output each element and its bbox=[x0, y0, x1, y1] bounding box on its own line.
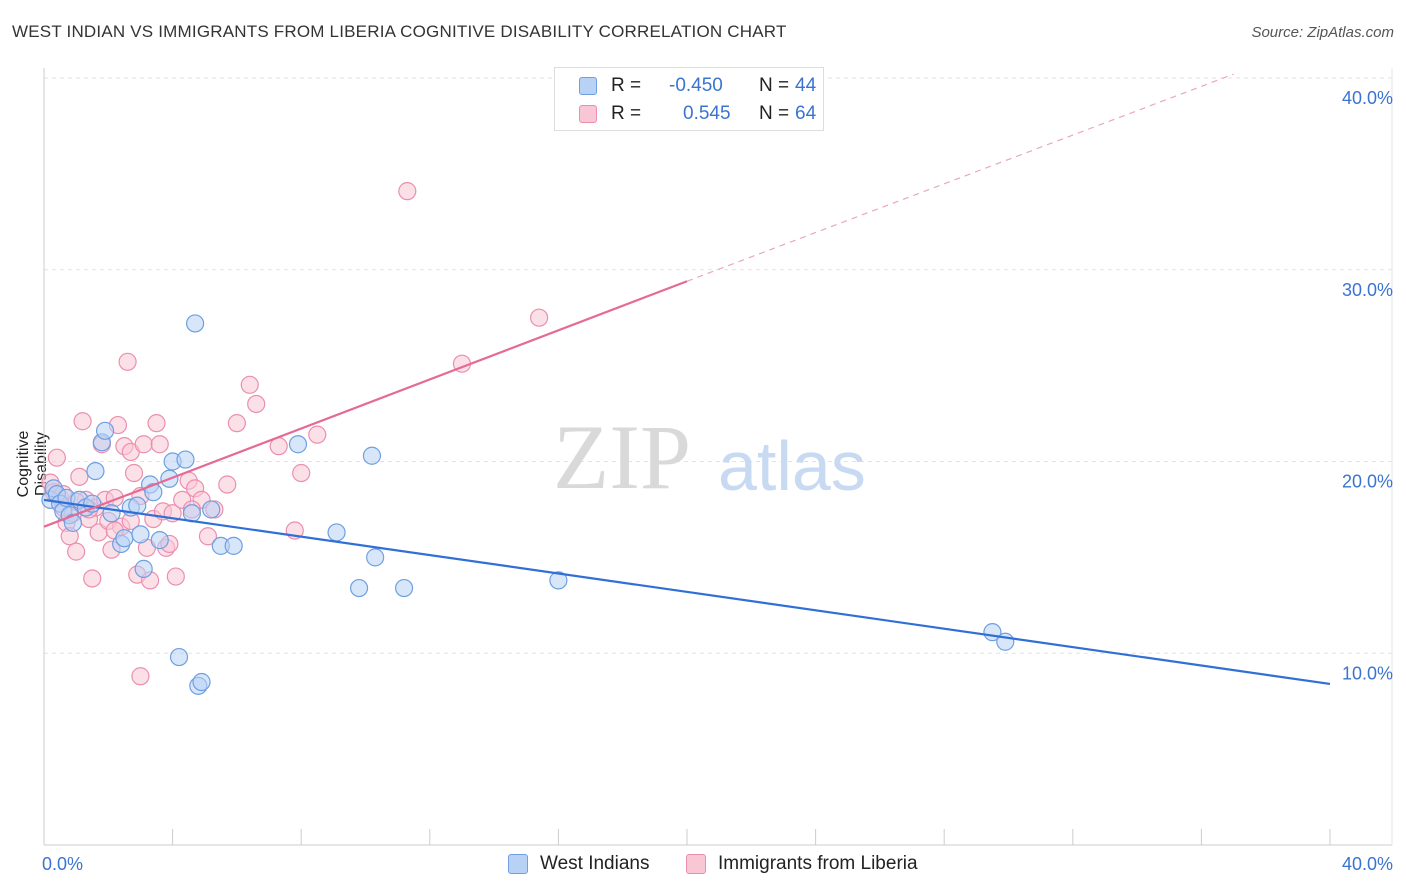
data-point bbox=[394, 578, 414, 598]
data-point bbox=[150, 531, 169, 550]
tick-labels: 10.0% 20.0% 30.0% 40.0% 0.0% 40.0% bbox=[42, 88, 1393, 874]
data-point bbox=[549, 571, 568, 590]
data-point bbox=[327, 523, 346, 542]
legend-swatch-pink bbox=[686, 854, 706, 874]
data-point bbox=[362, 446, 382, 465]
data-point bbox=[198, 527, 218, 546]
data-point bbox=[169, 647, 189, 667]
data-point bbox=[176, 450, 195, 469]
trendline-liberia bbox=[43, 280, 688, 528]
data-point bbox=[349, 578, 369, 598]
legend-swatch-blue bbox=[508, 854, 528, 874]
stats-swatch-blue bbox=[579, 77, 597, 95]
stats-n-value: 44 bbox=[795, 75, 817, 96]
data-point bbox=[308, 425, 327, 444]
data-point bbox=[67, 542, 86, 561]
data-point bbox=[131, 525, 150, 544]
data-point bbox=[134, 559, 153, 578]
data-point bbox=[86, 461, 105, 481]
y-tick-label: 30.0% bbox=[1342, 280, 1393, 300]
y-tick-label: 40.0% bbox=[1342, 88, 1393, 108]
data-point bbox=[240, 375, 259, 394]
watermark-zip: ZIP bbox=[553, 406, 691, 508]
axes bbox=[43, 68, 1393, 846]
data-point bbox=[102, 504, 121, 523]
data-point bbox=[147, 414, 166, 433]
watermark-atlas: atlas bbox=[718, 427, 866, 505]
data-point bbox=[166, 567, 185, 586]
stats-swatch-pink bbox=[579, 105, 597, 123]
stats-n-label: N = bbox=[759, 103, 790, 124]
data-point bbox=[247, 394, 266, 414]
data-point bbox=[224, 536, 243, 555]
data-point bbox=[131, 667, 150, 686]
zipatlas-watermark: ZIP atlas bbox=[553, 406, 866, 508]
data-point bbox=[530, 308, 549, 327]
chart-title: WEST INDIAN VS IMMIGRANTS FROM LIBERIA C… bbox=[12, 22, 787, 41]
x-tick-label: 0.0% bbox=[42, 854, 83, 874]
stats-r-label: R = bbox=[611, 103, 642, 124]
stats-r-label: R = bbox=[611, 75, 642, 96]
data-point bbox=[292, 463, 311, 483]
data-point bbox=[70, 467, 89, 486]
data-point bbox=[218, 475, 237, 494]
data-point bbox=[63, 513, 83, 532]
x-tick-label: 40.0% bbox=[1342, 854, 1393, 874]
data-point bbox=[202, 500, 221, 519]
data-point bbox=[47, 448, 66, 467]
grid-lines bbox=[44, 77, 1392, 654]
data-point bbox=[124, 463, 144, 483]
data-point bbox=[150, 435, 169, 454]
data-point bbox=[366, 548, 385, 567]
data-point bbox=[186, 314, 205, 333]
y-tick-label: 10.0% bbox=[1342, 663, 1393, 683]
correlation-stats-box: R = -0.450 N = 44 R = 0.545 N = 64 bbox=[554, 67, 824, 131]
data-point bbox=[144, 483, 163, 502]
data-point bbox=[134, 435, 153, 454]
data-point bbox=[95, 421, 115, 440]
trendline-west-indians bbox=[43, 498, 1331, 686]
y-tick-label: 20.0% bbox=[1342, 472, 1393, 492]
data-point bbox=[73, 412, 92, 431]
data-point bbox=[398, 182, 417, 201]
trendline-liberia-extension bbox=[686, 73, 1234, 282]
source-label: Source: ZipAtlas.com bbox=[1251, 24, 1394, 41]
trendlines bbox=[43, 73, 1331, 686]
stats-n-value: 64 bbox=[795, 103, 817, 124]
stats-n-label: N = bbox=[759, 75, 790, 96]
series-liberia-points bbox=[41, 182, 549, 686]
data-point bbox=[288, 435, 308, 454]
stats-r-value: -0.450 bbox=[669, 75, 723, 96]
legend-label: West Indians bbox=[540, 853, 650, 874]
legend-label: Immigrants from Liberia bbox=[718, 853, 918, 874]
data-point bbox=[192, 672, 211, 692]
stats-r-value: 0.545 bbox=[683, 103, 731, 124]
data-point bbox=[227, 414, 246, 433]
data-point bbox=[115, 529, 134, 548]
data-point bbox=[83, 569, 102, 588]
data-point bbox=[118, 352, 137, 371]
